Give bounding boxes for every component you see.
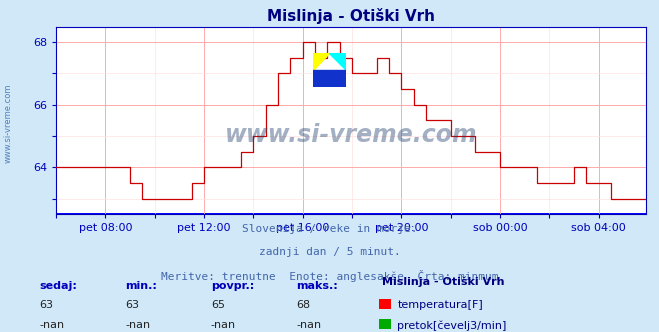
Text: min.:: min.:	[125, 281, 157, 290]
Polygon shape	[312, 53, 330, 70]
Polygon shape	[312, 70, 346, 87]
Text: pretok[čevelj3/min]: pretok[čevelj3/min]	[397, 320, 507, 331]
Text: Meritve: trenutne  Enote: anglesakše  Črta: minmum: Meritve: trenutne Enote: anglesakše Črta…	[161, 270, 498, 282]
Text: -nan: -nan	[297, 320, 322, 330]
Text: -nan: -nan	[125, 320, 150, 330]
Text: 63: 63	[125, 300, 139, 310]
Text: 68: 68	[297, 300, 310, 310]
Text: www.si-vreme.com: www.si-vreme.com	[3, 83, 13, 163]
Text: Mislinja - Otiški Vrh: Mislinja - Otiški Vrh	[382, 277, 505, 288]
Text: maks.:: maks.:	[297, 281, 338, 290]
Title: Mislinja - Otiški Vrh: Mislinja - Otiški Vrh	[267, 8, 435, 24]
Text: temperatura[F]: temperatura[F]	[397, 300, 483, 310]
Polygon shape	[330, 53, 346, 70]
Text: povpr.:: povpr.:	[211, 281, 254, 290]
Text: 63: 63	[40, 300, 53, 310]
Text: www.si-vreme.com: www.si-vreme.com	[225, 124, 477, 147]
Text: -nan: -nan	[40, 320, 65, 330]
Text: zadnji dan / 5 minut.: zadnji dan / 5 minut.	[258, 247, 401, 257]
Text: 65: 65	[211, 300, 225, 310]
Text: Slovenija / reke in morje.: Slovenija / reke in morje.	[242, 224, 417, 234]
Text: -nan: -nan	[211, 320, 236, 330]
Text: sedaj:: sedaj:	[40, 281, 77, 290]
